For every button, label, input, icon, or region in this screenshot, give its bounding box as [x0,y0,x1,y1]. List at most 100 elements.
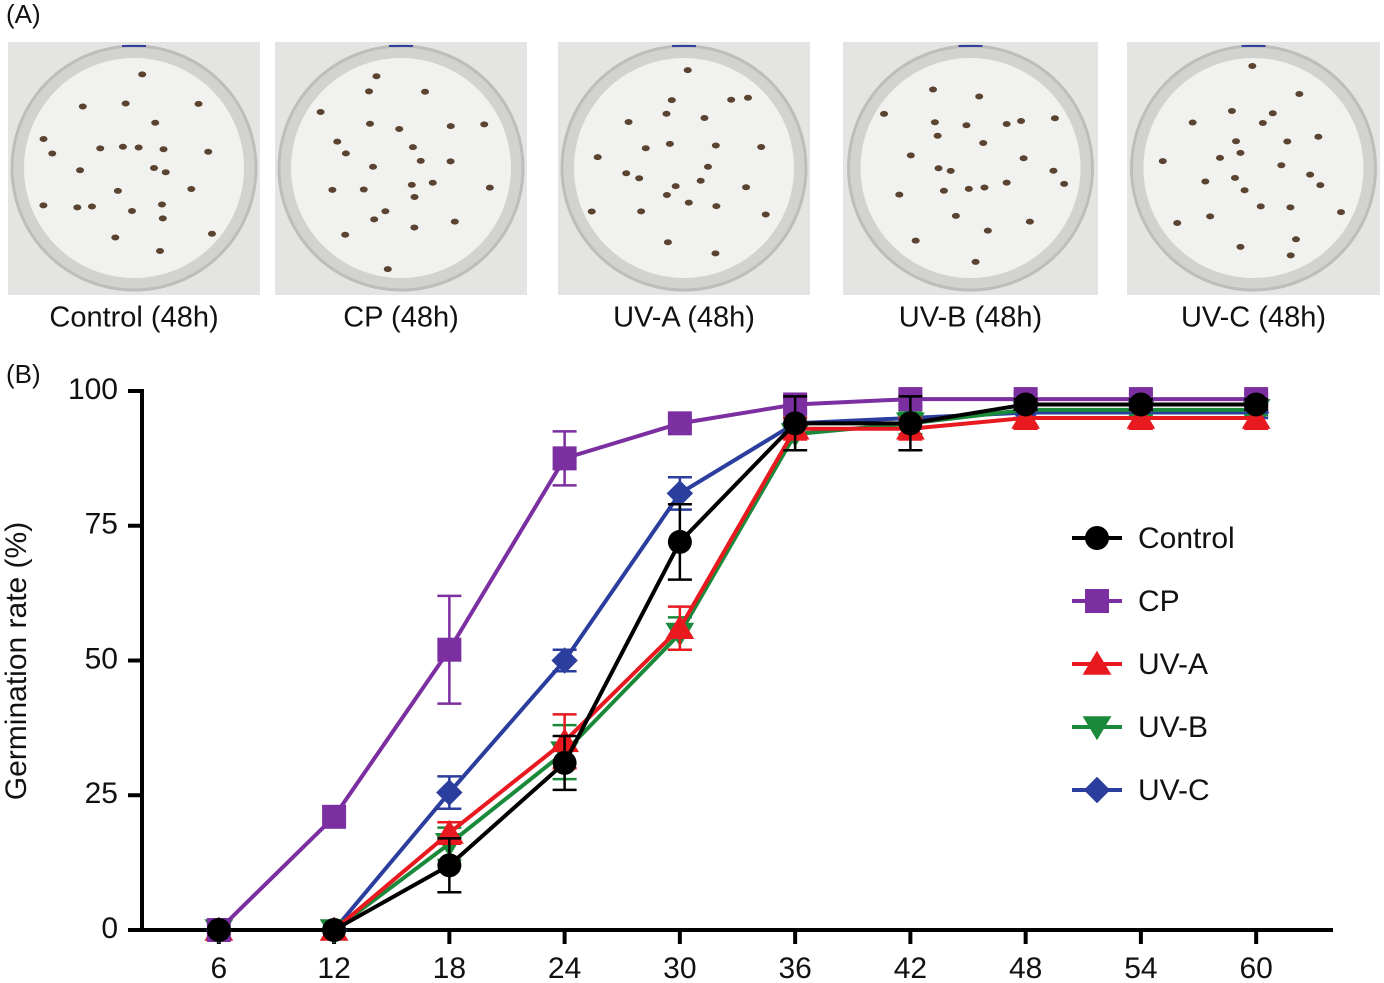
seed [204,148,213,155]
seed [1017,118,1026,125]
petri-dish [1143,58,1364,278]
seed [906,152,915,159]
seed [962,122,971,129]
data-point [1244,392,1269,417]
seed [980,184,989,191]
data-point [1128,392,1153,417]
seed [127,207,136,214]
seed [929,86,938,93]
petri-dish [574,58,794,278]
seed [895,191,904,198]
seed [450,218,459,225]
seed [381,208,390,215]
seed [696,177,705,184]
seed [1002,120,1011,127]
y-axis-label: Germination rate (%) [0,522,33,800]
seed [87,203,96,210]
seed [667,97,676,104]
seed [341,150,350,157]
seed [73,204,82,211]
seed [641,145,650,152]
seed [1206,213,1215,220]
seed [939,187,948,194]
data-point [322,804,347,829]
seed [138,71,147,78]
seed [635,175,644,182]
series-line [218,415,1257,932]
data-point [322,918,347,942]
data-point [206,918,231,942]
seed [703,163,712,170]
legend-marker [1082,650,1112,675]
seed [39,202,48,209]
seed [684,199,693,206]
seed [134,144,143,151]
x-tick-label: 6 [210,952,227,983]
seed [359,186,368,193]
y-tick-label: 25 [85,777,118,810]
data-point [1126,404,1156,429]
seed [1258,119,1267,126]
seed [369,163,378,170]
data-point [1013,392,1038,417]
x-tick-label: 12 [317,952,350,983]
seed [446,123,455,130]
seed [341,231,350,238]
seed [328,186,337,193]
x-tick-label: 36 [778,952,811,983]
seed [1232,138,1241,145]
seed [370,216,379,223]
seed [48,150,57,157]
x-tick-label: 54 [1124,952,1157,983]
seed [96,145,105,152]
petri-dish [291,58,511,278]
data-point [667,529,692,554]
x-tick-label: 48 [1009,952,1042,983]
seed [683,67,692,74]
legend-label: UV-A [1138,648,1208,681]
seed [1283,138,1292,145]
seed [663,239,672,246]
y-tick-label: 50 [85,642,118,675]
y-tick-label: 100 [68,373,118,406]
y-tick-label: 75 [85,508,118,541]
seed [408,144,417,151]
legend-marker [1085,589,1109,613]
data-point [552,446,577,471]
seed [158,215,167,222]
legend-marker [1083,776,1111,804]
seed [1240,187,1249,194]
seed [187,185,196,192]
seed [1306,171,1315,178]
seed [911,237,920,244]
seed [1316,182,1325,189]
seed [372,73,381,80]
seed [421,88,430,95]
seed [1336,209,1345,216]
seed [1286,252,1295,259]
seed [121,100,130,107]
seed [1060,180,1069,187]
petri-dish [24,58,244,278]
seed [1002,179,1011,186]
seed [410,194,419,201]
data-point [1241,404,1271,429]
seed [622,170,631,177]
seed [1019,155,1028,162]
seed [951,212,960,219]
data-point [1011,404,1041,429]
x-tick-label: 30 [663,952,696,983]
seed [485,184,494,191]
series-line [218,402,1257,932]
seed [1268,110,1277,117]
seed [333,138,342,145]
seed [1277,162,1286,169]
data-point [552,750,577,775]
seed [156,248,165,255]
legend-marker [1082,716,1112,741]
seed [383,266,392,273]
seed [671,183,680,190]
seed [118,143,127,150]
seed [743,94,752,101]
seed [161,169,170,176]
